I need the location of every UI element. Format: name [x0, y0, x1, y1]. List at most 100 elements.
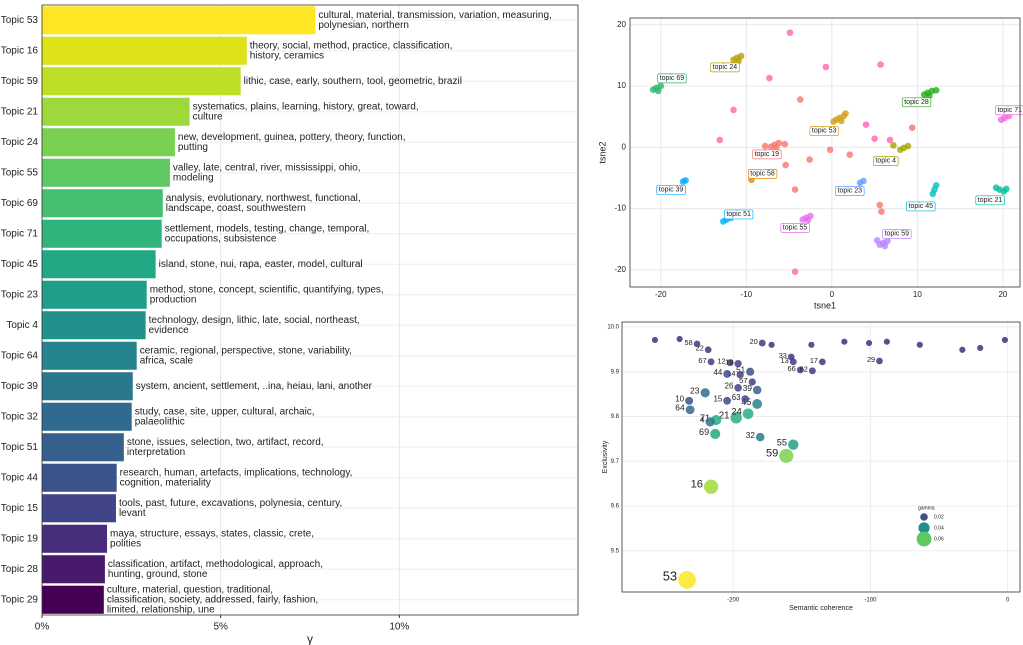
bubble	[707, 358, 715, 366]
bubble-label: 39	[743, 384, 753, 393]
x-tick-label: 0%	[35, 622, 50, 633]
annotation-box	[901, 97, 932, 108]
x-tick-label: -20	[655, 290, 667, 299]
bar	[42, 524, 108, 553]
x-axis-label: Semantic coherence	[789, 605, 853, 612]
annotation: topic 45	[909, 203, 934, 210]
bubble	[741, 395, 750, 403]
y-tick-label: 10	[617, 81, 626, 90]
annotation-box	[657, 73, 687, 84]
point	[826, 146, 834, 154]
point	[842, 110, 849, 117]
annotation: topic 21	[978, 197, 1003, 204]
bar-terms: stone, issues, selection, two, artifact,…	[127, 437, 324, 448]
y-tick-label: Topic 21	[1, 106, 39, 117]
annotation: topic 28	[904, 99, 929, 106]
x-tick-label: 10%	[389, 622, 409, 633]
point	[877, 61, 884, 68]
bar-terms: analysis, evolutionary, northwest, funct…	[166, 193, 361, 204]
annotation-box	[710, 62, 740, 73]
point	[654, 87, 662, 95]
point	[796, 96, 804, 103]
bubble	[819, 358, 826, 366]
bar	[42, 67, 241, 96]
y-tick-label: Topic 23	[1, 289, 39, 300]
point	[837, 117, 845, 125]
point	[929, 190, 937, 198]
bubble	[703, 479, 719, 494]
point	[846, 151, 854, 158]
bar	[42, 219, 162, 248]
bubble	[734, 360, 742, 368]
x-tick-label: 0	[830, 290, 835, 299]
y-tick-label: 0	[622, 142, 627, 151]
bar	[42, 158, 170, 187]
annotation-box	[724, 209, 754, 220]
y-tick-label: 9.8	[611, 414, 620, 420]
y-tick-label: Topic 69	[1, 198, 39, 209]
bubble-label: 69	[699, 427, 709, 437]
bubble	[787, 353, 795, 361]
point	[649, 86, 657, 93]
bar	[42, 311, 146, 340]
point	[878, 208, 885, 215]
legend-label: 0.04	[934, 525, 944, 531]
annotation: topic 23	[838, 188, 863, 195]
bar-terms: culture, material, question, traditional…	[107, 584, 273, 595]
bubble	[651, 336, 659, 343]
y-tick-label: Topic 45	[1, 259, 39, 270]
point	[908, 124, 916, 131]
y-tick-label: Topic 59	[1, 76, 39, 87]
legend-label: 0.06	[934, 536, 944, 542]
bar	[42, 6, 316, 35]
bubble-label: 13	[781, 356, 789, 365]
bar-terms: lithic, case, early, southern, tool, geo…	[244, 76, 462, 87]
point	[719, 218, 727, 225]
point	[716, 136, 724, 144]
bubble	[758, 339, 766, 347]
annotation: topic 53	[812, 128, 837, 135]
bar-terms: evidence	[149, 325, 189, 336]
y-tick-label: Topic 55	[1, 167, 39, 178]
bubble-label: 33	[779, 351, 787, 360]
x-tick-label: -100	[864, 598, 877, 604]
point	[881, 242, 889, 250]
bar	[42, 97, 190, 126]
bubble-label: 71	[700, 413, 710, 423]
plot-border	[41, 4, 579, 616]
point	[657, 82, 665, 90]
point	[830, 118, 837, 125]
bar-terms: occupations, subsistence	[165, 233, 277, 244]
bar-terms: putting	[178, 142, 208, 153]
bar-terms: culture	[193, 111, 223, 122]
bubble-label: 15	[713, 395, 722, 404]
bubble	[685, 405, 695, 415]
bubble	[730, 412, 742, 424]
bar-terms: polities	[110, 538, 141, 549]
bubble	[678, 570, 696, 589]
bar	[42, 433, 124, 462]
point	[775, 139, 783, 147]
bubble-label: 66	[788, 364, 796, 373]
bar-terms: history, ceramics	[250, 50, 324, 61]
bar-terms: cultural, material, transmission, variat…	[318, 10, 551, 21]
bubble-label: 55	[777, 438, 787, 448]
y-tick-label: Topic 44	[1, 472, 39, 483]
annotation: topic 51	[726, 211, 751, 218]
legend-title: gamma	[918, 505, 935, 511]
point	[862, 121, 870, 128]
bubble	[883, 338, 890, 345]
y-tick-label: Topic 51	[1, 442, 39, 453]
bubble	[865, 339, 873, 347]
y-tick-label: Topic 29	[1, 594, 39, 605]
point	[886, 136, 894, 144]
legend-swatch	[918, 522, 930, 534]
bubble	[734, 384, 742, 392]
bubble-label: 44	[713, 368, 722, 377]
bubble	[876, 357, 883, 365]
bar-terms: valley, late, central, river, mississipp…	[173, 162, 361, 173]
y-tick-label: Topic 32	[1, 411, 39, 422]
annotation-box	[873, 156, 899, 166]
annotation-box	[882, 229, 912, 239]
y-tick-label: 9.7	[611, 459, 620, 465]
